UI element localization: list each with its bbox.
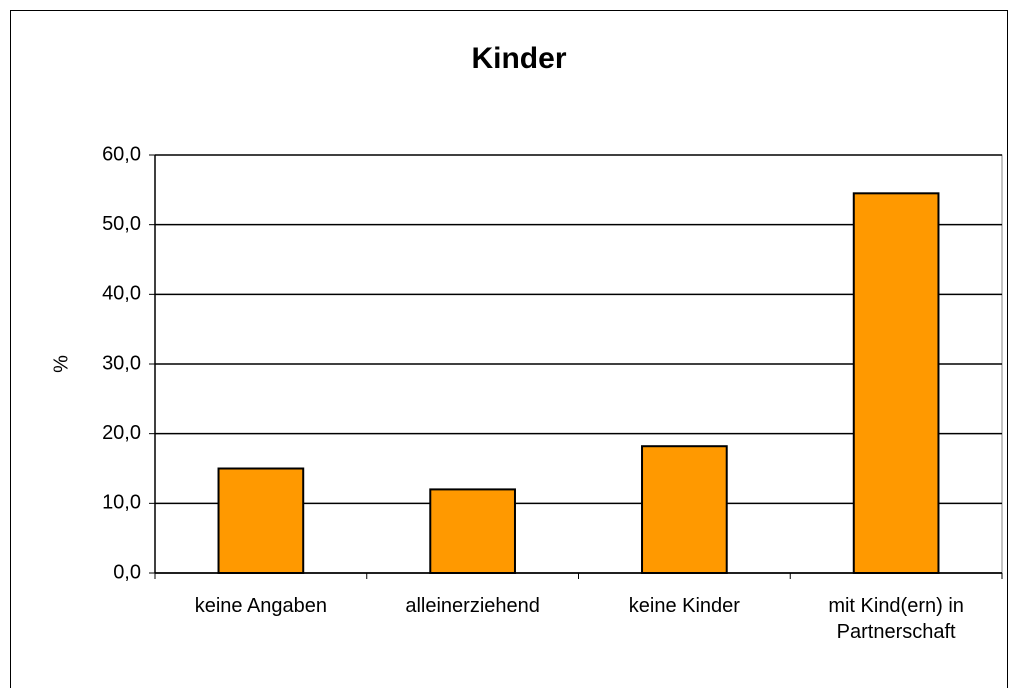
y-tick-label: 50,0	[102, 213, 141, 235]
y-tick-label: 60,0	[102, 143, 141, 165]
x-tick-label: alleinerziehend	[405, 595, 540, 617]
bar	[852, 192, 940, 574]
x-tick-label: mit Kind(ern) in Partnerschaft	[828, 595, 964, 643]
y-tick-label: 10,0	[102, 492, 141, 514]
bar	[641, 445, 728, 574]
y-axis-label: %	[50, 355, 72, 373]
y-tick-label: 0,0	[113, 561, 141, 583]
y-tick-label: 40,0	[102, 283, 141, 305]
x-tick-label: keine Kinder	[628, 595, 740, 617]
y-tick-label: 30,0	[102, 352, 141, 374]
y-tick-label: 20,0	[102, 422, 141, 444]
x-tick-label: keine Angaben	[194, 595, 328, 617]
chart-title: Kinder	[471, 42, 566, 75]
bar	[429, 488, 516, 574]
bar	[217, 467, 305, 574]
